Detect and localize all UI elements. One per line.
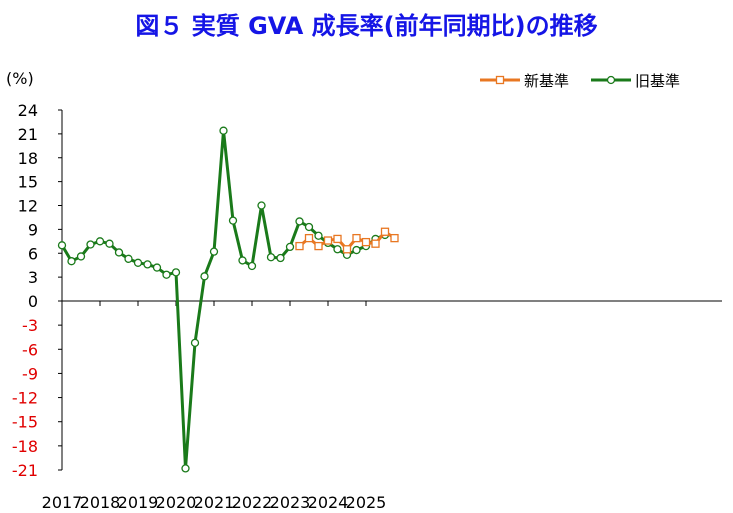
series-line bbox=[60, 129, 386, 470]
y-tick-label: -9 bbox=[22, 364, 38, 383]
data-point-square bbox=[314, 241, 323, 251]
y-tick-label: 15 bbox=[18, 173, 38, 192]
data-point-circle bbox=[76, 252, 86, 261]
chart-axes bbox=[61, 110, 722, 470]
y-tick-label: -3 bbox=[22, 316, 38, 335]
data-point-circle bbox=[162, 270, 171, 279]
data-point-square bbox=[323, 236, 333, 245]
x-tick-label: 2022 bbox=[232, 493, 273, 512]
legend-label: 旧基準 bbox=[635, 72, 680, 90]
x-tick-label: 2024 bbox=[308, 493, 349, 512]
data-point-circle bbox=[276, 253, 285, 263]
y-tick-label: 6 bbox=[28, 244, 38, 263]
data-point-circle bbox=[209, 247, 219, 256]
y-axis-ticks: 24 21 18 15 12 9 6 3 0 -3 -6 -9 -12 -15 -18 -21 bbox=[12, 101, 62, 480]
data-point-circle bbox=[238, 256, 247, 265]
y-tick-label: -18 bbox=[12, 437, 38, 456]
data-point-square bbox=[361, 237, 371, 247]
data-point-circle bbox=[257, 201, 266, 210]
data-point-square bbox=[333, 234, 342, 244]
data-point-circle bbox=[143, 260, 152, 269]
x-tick-label: 2019 bbox=[118, 493, 159, 512]
data-point-circle bbox=[171, 268, 181, 277]
series-old-basis bbox=[57, 126, 390, 473]
data-point-circle bbox=[266, 253, 276, 262]
y-tick-label: 21 bbox=[18, 125, 38, 144]
data-point-circle bbox=[133, 258, 143, 267]
data-point-circle bbox=[86, 240, 95, 249]
data-point-circle bbox=[295, 217, 304, 226]
y-tick-label: -21 bbox=[12, 461, 38, 480]
y-tick-label: 18 bbox=[18, 149, 38, 168]
data-point-circle bbox=[352, 245, 361, 255]
data-point-square bbox=[295, 241, 304, 251]
y-tick-label: 9 bbox=[28, 220, 38, 239]
legend-label: 新基準 bbox=[524, 72, 569, 90]
data-point-square bbox=[352, 233, 361, 243]
data-point-circle bbox=[314, 231, 323, 240]
data-point-circle bbox=[304, 222, 314, 232]
data-point-circle bbox=[219, 126, 228, 135]
y-axis-unit-label: (%) bbox=[6, 69, 34, 88]
series-lines bbox=[57, 126, 399, 473]
x-tick-label: 2023 bbox=[270, 493, 311, 512]
y-tick-label: 3 bbox=[28, 268, 38, 287]
x-tick-label: 2018 bbox=[80, 493, 121, 512]
x-tick-label: 2021 bbox=[194, 493, 235, 512]
data-point-circle bbox=[200, 272, 209, 281]
data-point-circle bbox=[95, 237, 105, 246]
x-tick-label: 2017 bbox=[42, 493, 83, 512]
data-point-circle bbox=[105, 239, 114, 248]
data-point-circle bbox=[333, 245, 342, 254]
data-point-circle bbox=[228, 216, 238, 225]
data-point-square bbox=[371, 239, 380, 248]
data-point-circle bbox=[124, 254, 133, 263]
data-point-circle bbox=[190, 338, 200, 347]
legend-marker-circle bbox=[606, 75, 616, 85]
y-tick-label: -6 bbox=[22, 340, 38, 359]
data-point-square bbox=[342, 245, 352, 254]
legend-marker-square bbox=[495, 75, 505, 85]
x-tick-label: 2020 bbox=[156, 493, 197, 512]
data-point-circle bbox=[152, 263, 162, 272]
data-point-circle bbox=[67, 257, 76, 266]
data-point-circle bbox=[57, 241, 67, 250]
y-tick-label: -12 bbox=[12, 389, 38, 408]
data-point-square bbox=[380, 227, 390, 236]
data-point-circle bbox=[181, 464, 190, 473]
x-tick-label: 2025 bbox=[346, 493, 387, 512]
data-point-square bbox=[304, 233, 314, 243]
chart-title: 図５ 実質 GVA 成長率(前年同期比)の推移 bbox=[135, 12, 598, 40]
y-tick-label: 12 bbox=[18, 197, 38, 216]
series-new-basis bbox=[295, 227, 399, 254]
data-point-circle bbox=[285, 242, 295, 252]
chart-legend: 新基準 旧基準 bbox=[480, 72, 680, 90]
data-point-circle bbox=[114, 248, 124, 257]
y-tick-label: 24 bbox=[18, 101, 38, 120]
data-point-square bbox=[390, 233, 399, 243]
data-point-circle bbox=[247, 261, 257, 271]
y-tick-label: -15 bbox=[12, 413, 38, 432]
y-tick-label: 0 bbox=[28, 292, 38, 311]
